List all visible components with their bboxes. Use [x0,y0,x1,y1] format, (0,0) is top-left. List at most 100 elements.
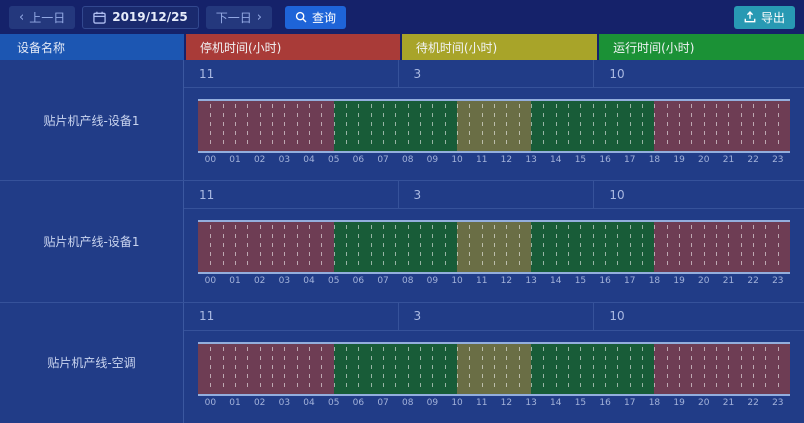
half-hour-tick [691,225,693,270]
half-hour-tick [568,225,569,270]
timeline-segment-stop [198,343,334,394]
hour-label: 08 [401,397,414,408]
prev-day-label: 上一日 [29,10,66,25]
hour-label: 00 [204,276,217,287]
half-hour-tick [333,346,335,391]
half-hour-tick [296,225,298,270]
hour-label: 05 [327,155,340,165]
half-hour-tick [555,225,557,270]
next-day-button[interactable]: 下一日 › [205,5,272,29]
export-button[interactable]: 导出 [733,5,795,29]
half-hour-tick [691,346,693,391]
chevron-right-icon: › [256,9,262,25]
hour-label: 16 [599,397,611,408]
half-hour-tick [518,104,520,148]
half-hour-tick [703,225,705,270]
half-hour-tick [703,346,705,391]
half-hour-tick [444,225,446,270]
stat-value: 3 [399,181,595,209]
half-hour-tick [716,225,717,270]
half-hour-tick [420,225,421,270]
half-hour-tick [272,346,273,391]
half-hour-tick [765,225,767,270]
query-button[interactable]: 查询 [285,5,347,29]
half-hour-tick [568,104,569,148]
half-hour-tick [777,225,779,270]
stat-value: 11 [184,302,399,330]
half-hour-tick [481,104,483,148]
hour-label: 14 [550,276,562,287]
device-row: 贴片机产线-设备1 11 3 10 00 01 02 03 04 05 06 07 08 09 10… [0,60,804,182]
hour-label: 20 [698,276,710,287]
half-hour-tick [765,104,767,148]
device-row: 贴片机产线-空调 11 3 10 00 01 02 03 04 05 06 07 08 09 10 1… [0,302,804,423]
half-hour-tick [543,346,545,391]
date-picker[interactable]: 2019/12/25 [82,5,199,29]
query-label: 查询 [312,10,337,25]
half-hour-tick [691,104,693,148]
hour-label: 20 [698,397,710,408]
hour-label: 06 [352,397,365,408]
half-hour-tick [740,104,742,148]
hour-label: 04 [303,397,315,408]
half-hour-tick [370,104,372,148]
half-hour-tick [740,346,742,391]
half-hour-tick [407,104,409,148]
stats-row: 11 3 10 [184,181,804,210]
hour-label: 06 [352,276,365,287]
hour-label: 22 [747,276,759,287]
half-hour-tick [284,104,286,148]
stats-row: 11 3 10 [184,302,804,331]
half-hour-tick [383,346,384,391]
half-hour-tick [518,346,520,391]
hour-label: 11 [476,155,488,165]
half-hour-tick [679,346,680,391]
hour-label: 22 [747,155,759,165]
hour-label: 18 [648,397,661,408]
hour-label: 09 [426,397,439,408]
half-hour-tick [629,104,631,148]
calendar-icon [93,11,106,24]
half-hour-tick [370,346,372,391]
toolbar: ‹ 上一日 2019/12/25 下一日 › 查询 导出 [0,0,804,34]
half-hour-tick [321,225,323,270]
half-hour-tick [259,104,261,148]
half-hour-tick [494,225,495,270]
half-hour-tick [469,225,471,270]
half-hour-tick [481,346,483,391]
row-main: 11 3 10 00 01 02 03 04 05 06 07 08 09 10 11 12 13 14 15… [184,181,804,301]
hour-label: 01 [229,397,241,408]
hour-label: 02 [253,397,266,408]
half-hour-tick [383,225,384,270]
row-main: 11 3 10 00 01 02 03 04 05 06 07 08 09 10 11 12 13 14 15… [184,302,804,423]
hour-label: 04 [303,276,315,287]
hour-label: 02 [253,155,266,165]
half-hour-tick [346,104,347,148]
half-hour-tick [654,225,656,270]
half-hour-tick [728,104,730,148]
half-hour-tick [222,346,224,391]
half-hour-tick [753,104,754,148]
device-row: 贴片机产线-设备1 11 3 10 00 01 02 03 04 05 06 07 08 09 10… [0,181,804,303]
half-hour-tick [432,104,434,148]
half-hour-tick [518,225,520,270]
timeline-segment-stop [198,101,334,151]
half-hour-tick [432,346,434,391]
half-hour-tick [210,225,212,270]
half-hour-tick [309,225,310,270]
device-rows: 贴片机产线-设备1 11 3 10 00 01 02 03 04 05 06 07 08 09 10… [0,60,804,423]
chevron-left-icon: ‹ [19,9,25,25]
hour-label: 11 [476,276,488,287]
hour-label: 22 [747,397,759,408]
half-hour-tick [654,346,656,391]
half-hour-tick [395,346,397,391]
prev-day-button[interactable]: ‹ 上一日 [9,5,76,29]
standby-time-header: 待机时间(小时) [401,34,598,60]
hour-label: 14 [550,397,562,408]
hour-label: 10 [451,276,463,287]
half-hour-tick [358,104,360,148]
hour-labels: 00 01 02 03 04 05 06 07 08 09 10 11 12 13 14 15 16 17 18 19… [198,398,790,408]
hour-label: 17 [624,276,636,287]
hour-label: 00 [204,155,217,165]
hour-label: 21 [722,155,735,165]
